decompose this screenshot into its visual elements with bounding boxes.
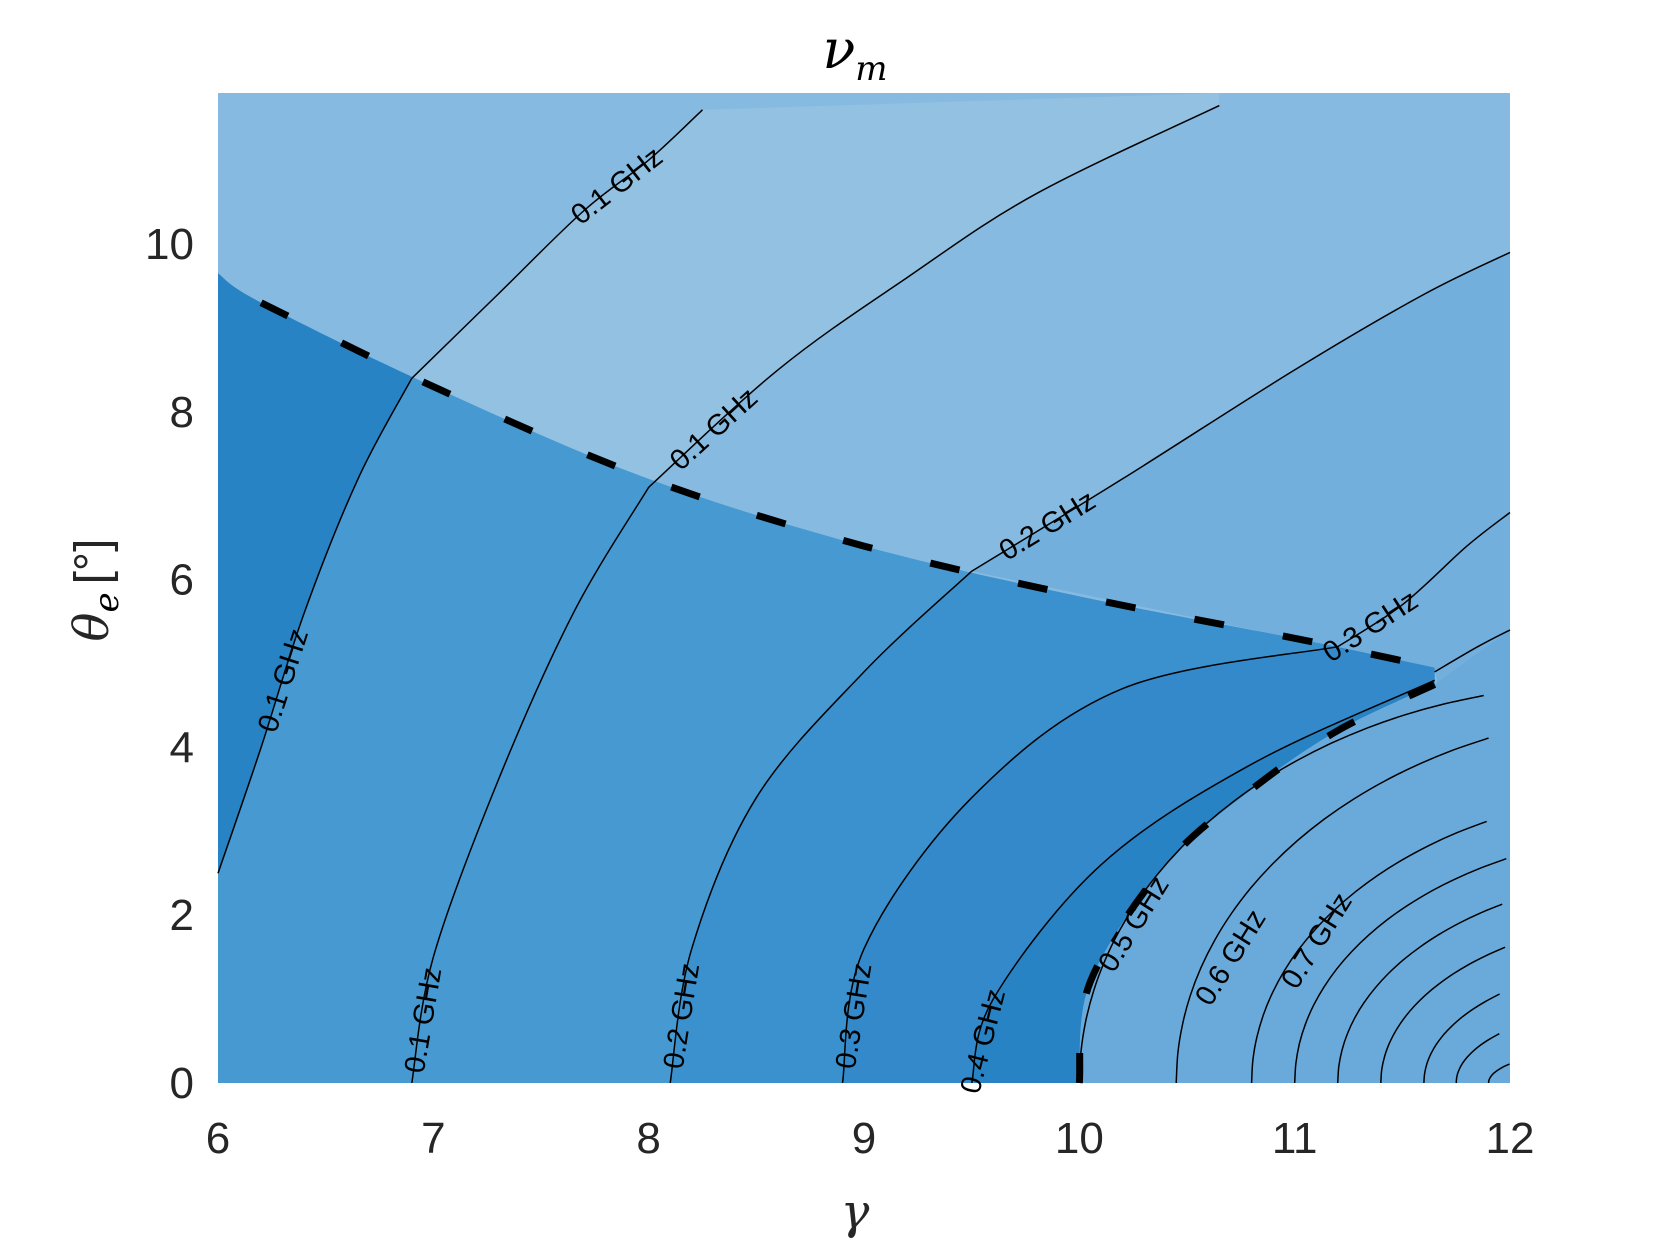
right-arc-contour-line <box>1336 903 1503 1084</box>
svg-text:θe[°]: θe[°] <box>64 539 127 642</box>
right-arc-contour-line <box>1175 737 1489 1084</box>
upper-light-band <box>411 93 1220 488</box>
x-tick-label: 12 <box>1486 1114 1535 1163</box>
right-arc-contour-line <box>1380 946 1506 1084</box>
lower-contour-line <box>669 570 973 1084</box>
lower-left-strip <box>218 273 412 1083</box>
upper-contour-line <box>1337 511 1511 648</box>
y-tick-labels: 0 2 4 6 8 10 <box>145 220 194 1108</box>
lower-contour-line <box>841 645 1338 1084</box>
upper-contour-line <box>411 109 704 379</box>
x-tick-label: 6 <box>206 1114 230 1163</box>
x-tick-label: 7 <box>421 1114 445 1163</box>
x-tick-label: 8 <box>636 1114 660 1163</box>
y-tick-label: 2 <box>170 891 194 940</box>
y-tick-label: 4 <box>170 723 194 772</box>
x-tick-label: 11 <box>1272 1114 1318 1163</box>
y-axis-label: θe[°] <box>64 539 127 642</box>
x-axis-label: γ <box>841 1184 870 1240</box>
inner-boundary-dashed-line <box>1075 681 1437 1084</box>
right-arc-contour-line <box>1455 1033 1500 1084</box>
boundary-dashed-line <box>259 299 1436 672</box>
right-arc-contour-line <box>1423 993 1500 1084</box>
x-tick-label: 10 <box>1055 1114 1104 1163</box>
upper-contour-line <box>1434 629 1511 673</box>
x-tick-labels: 6 7 8 9 10 11 12 <box>206 1114 1535 1163</box>
lower-contour-line <box>970 679 1435 1084</box>
y-tick-label: 0 <box>170 1059 194 1108</box>
right-region <box>1079 629 1510 1083</box>
upper-contour-line <box>971 251 1511 572</box>
lower-contour-line <box>217 377 413 874</box>
y-tick-label: 8 <box>170 388 194 437</box>
upper-contour-line <box>648 104 1220 488</box>
right-arc-contour-line <box>1250 820 1487 1084</box>
y-tick-label: 10 <box>145 220 194 269</box>
right-arc-contour-line <box>1487 1063 1510 1084</box>
x-tick-label: 9 <box>852 1114 876 1163</box>
chart-title: νm <box>822 18 887 89</box>
lower-contour-line <box>411 486 650 1084</box>
right-arc-contour-line <box>1293 857 1507 1084</box>
y-tick-label: 6 <box>170 556 194 605</box>
upper-right-band <box>971 252 1510 1083</box>
